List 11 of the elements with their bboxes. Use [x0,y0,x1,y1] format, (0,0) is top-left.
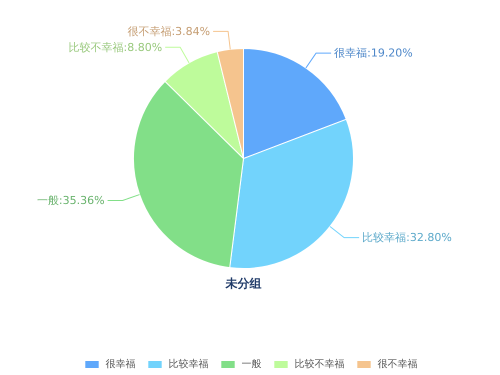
data-label: 很幸福:19.20% [334,46,413,60]
legend-label: 很幸福 [106,358,136,371]
data-label: 一般:35.36% [36,194,105,207]
legend-label: 很不幸福 [378,358,418,371]
data-label: 很不幸福:3.84% [127,24,210,38]
legend-label: 一般 [242,358,262,371]
text: 未分组 [224,276,262,290]
data-label: 比较幸福:32.80% [362,231,452,244]
legend-label: 比较幸福 [168,358,208,371]
data-label: 比较不幸福:8.80% [68,40,162,54]
legend-label: 比较不幸福 [294,358,344,371]
